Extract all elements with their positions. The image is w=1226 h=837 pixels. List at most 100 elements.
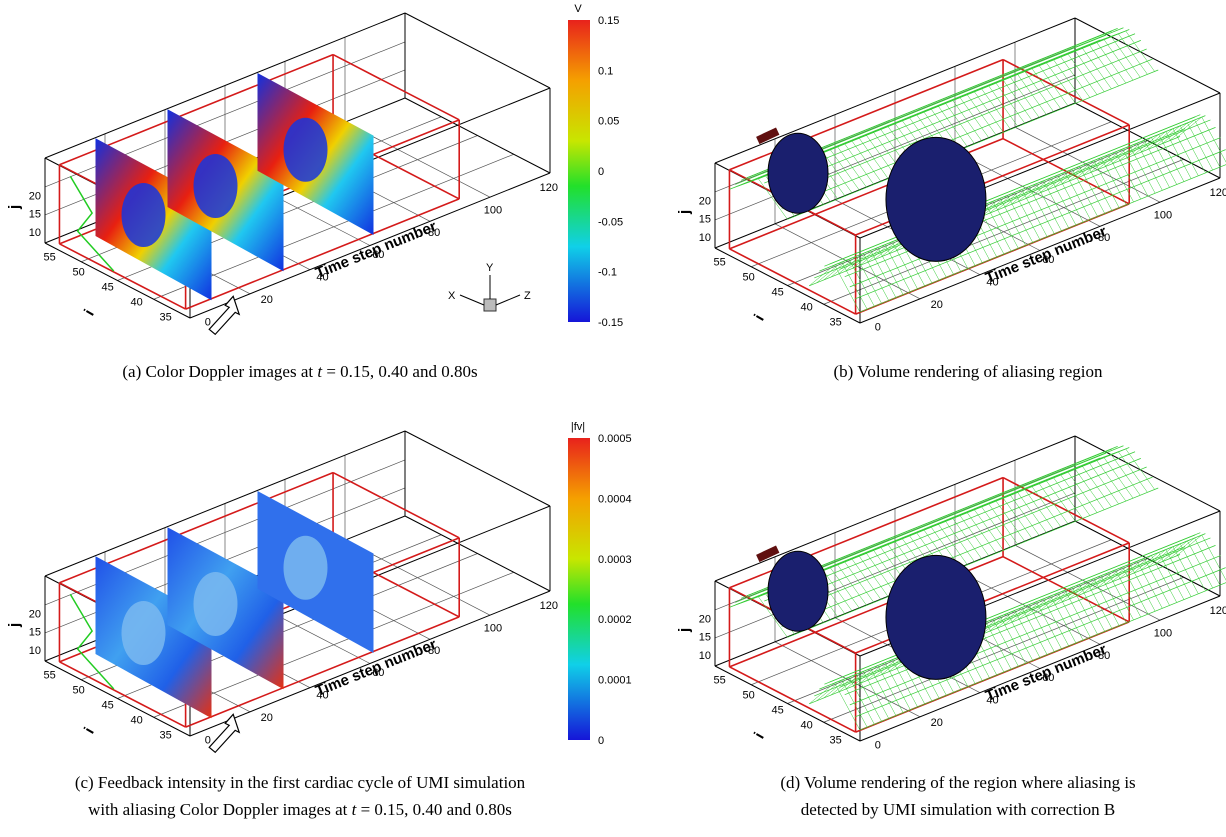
time-tick-label: 100	[1154, 627, 1172, 639]
triad-label: X	[448, 290, 456, 302]
colorbar-tick-label: -0.05	[598, 216, 623, 228]
wireframe	[1046, 63, 1075, 104]
time-tick-label: 0	[875, 322, 881, 334]
caption: detected by UMI simulation with correcti…	[801, 800, 1115, 819]
caption-part: detected by UMI simulation with correcti…	[801, 800, 1115, 819]
wireframe	[974, 92, 1003, 133]
j-tick-label: 15	[29, 209, 41, 221]
wireframe	[845, 562, 874, 603]
i-axis-label: i	[751, 730, 768, 742]
panel: V0.150.10.050-0.05-0.1-0.150204060801001…	[6, 3, 623, 381]
wireframe	[1169, 538, 1194, 559]
wireframe	[1082, 466, 1111, 507]
wireframe	[838, 147, 867, 188]
wireframe	[1039, 66, 1068, 107]
axis-box	[715, 248, 860, 323]
caption-part: (a) Color Doppler images at	[122, 362, 317, 381]
panel: 0204060801001203540455055101520jiTime st…	[676, 436, 1226, 819]
wireframe	[1039, 484, 1068, 525]
colorbar-tick-label: 0.0004	[598, 493, 632, 505]
i-axis-label: i	[751, 312, 768, 324]
wireframe	[1097, 43, 1126, 84]
caption-part: (c) Feedback intensity in the first card…	[75, 773, 526, 792]
wireframe	[1148, 547, 1173, 568]
slice-blob	[122, 183, 166, 247]
j-tick-label: 15	[699, 214, 711, 226]
j-tick-label: 20	[699, 195, 711, 207]
wireframe	[1155, 126, 1180, 147]
wireframe	[859, 138, 888, 179]
j-axis-label: j	[6, 623, 23, 628]
i-axis-label: i	[81, 307, 98, 319]
i-tick-label: 40	[801, 302, 813, 314]
slice-blob	[284, 118, 328, 182]
wireframe	[1068, 54, 1097, 95]
time-tick-label: 0	[205, 317, 211, 329]
wireframe	[852, 559, 881, 600]
wireframe	[1155, 544, 1180, 565]
i-tick-label: 40	[801, 720, 813, 732]
time-tick-label: 120	[540, 600, 558, 612]
wireframe	[946, 103, 975, 144]
wireframe	[1169, 120, 1194, 141]
i-tick-label: 50	[743, 690, 755, 702]
triad-axis	[460, 295, 484, 305]
red-box	[333, 473, 459, 538]
wireframe	[960, 98, 989, 138]
wireframe	[1111, 37, 1140, 78]
time-tick-label: 120	[1210, 187, 1226, 199]
j-axis-label: j	[676, 628, 693, 633]
wireframe	[1003, 80, 1032, 121]
panel: |fv|0.00050.00040.00030.00020.0001002040…	[6, 421, 632, 819]
wireframe	[866, 553, 895, 594]
wireframe	[819, 122, 1190, 271]
colorbar	[568, 438, 590, 740]
red-box	[1003, 60, 1129, 125]
wireframe	[1003, 498, 1032, 539]
i-tick-label: 55	[44, 252, 56, 264]
caption: (d) Volume rendering of the region where…	[780, 773, 1135, 792]
i-tick-label: 55	[714, 675, 726, 687]
i-tick-label: 50	[73, 267, 85, 279]
colorbar-tick-label: 0	[598, 735, 604, 747]
caption: (a) Color Doppler images at t = 0.15, 0.…	[122, 362, 477, 381]
colorbar-tick-label: 0.05	[598, 116, 619, 128]
wireframe	[1054, 478, 1083, 519]
wireframe	[838, 565, 867, 606]
i-axis-label: i	[81, 725, 98, 737]
caption: with aliasing Color Doppler images at t …	[88, 800, 512, 819]
j-axis-label: j	[6, 205, 23, 210]
wireframe	[819, 540, 1190, 689]
wireframe	[859, 556, 888, 597]
wireframe	[967, 95, 996, 136]
triad-label: Z	[524, 290, 531, 302]
wireframe	[953, 519, 982, 560]
wireframe	[845, 144, 874, 185]
colorbar-title: |fv|	[571, 421, 585, 433]
aliasing-region	[886, 555, 986, 679]
slice-blob	[122, 601, 166, 665]
i-tick-label: 45	[102, 700, 114, 712]
wireframe	[1126, 449, 1155, 490]
colorbar-tick-label: 0.0005	[598, 433, 632, 445]
i-tick-label: 45	[772, 287, 784, 299]
wireframe	[982, 507, 1011, 548]
slice-blob	[194, 572, 238, 636]
caption-part: = 0.15, 0.40 and 0.80s	[356, 800, 512, 819]
i-tick-label: 50	[743, 272, 755, 284]
arrow	[209, 714, 239, 752]
wireframe	[982, 89, 1011, 130]
i-tick-label: 45	[772, 705, 784, 717]
wireframe	[996, 501, 1025, 542]
colorbar-tick-label: -0.15	[598, 317, 623, 329]
caption-part: (d) Volume rendering of the region where…	[780, 773, 1135, 792]
caption: (c) Feedback intensity in the first card…	[75, 773, 526, 792]
wireframe	[1097, 461, 1126, 502]
axis-box	[405, 516, 550, 591]
j-tick-label: 10	[29, 645, 41, 657]
panel: 0204060801001203540455055101520jiTime st…	[676, 18, 1226, 381]
wireframe	[1090, 463, 1119, 504]
j-tick-label: 15	[699, 632, 711, 644]
wireframe	[1176, 117, 1201, 138]
time-tick-label: 0	[205, 735, 211, 747]
